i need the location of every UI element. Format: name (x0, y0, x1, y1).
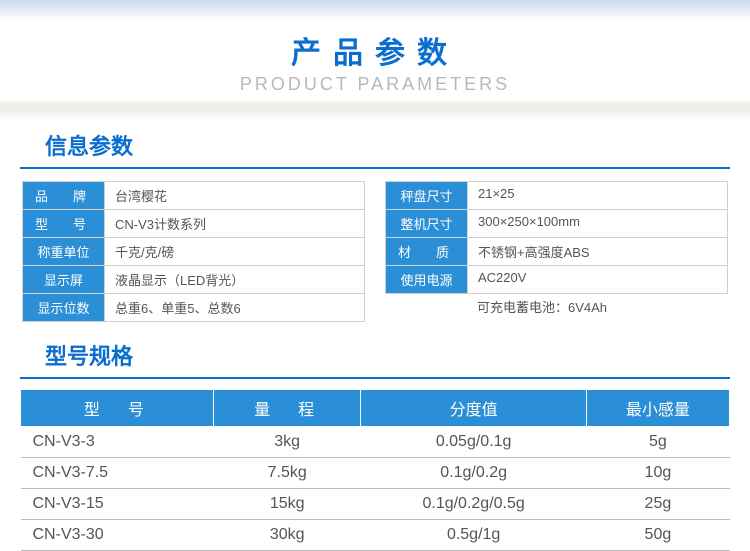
info-label: 显示屏 (23, 266, 105, 293)
spec-cell: 5g (586, 427, 729, 458)
info-value: 台湾樱花 (105, 182, 364, 209)
spec-row: CN-V3-33kg0.05g/0.1g5g (21, 427, 730, 458)
info-label: 材 质 (386, 238, 468, 265)
info-row: 可充电蓄电池：6V4Ah (385, 293, 728, 320)
info-row: 整机尺寸300×250×100mm (385, 209, 728, 238)
info-label: 显示位数 (23, 294, 105, 321)
info-value: CN-V3计数系列 (105, 210, 364, 237)
info-row: 显示屏液晶显示（LED背光） (22, 265, 365, 294)
spec-row: CN-V3-1515kg0.1g/0.2g/0.5g25g (21, 489, 730, 520)
section-title-info: 信息参数 (20, 119, 730, 169)
spec-cell: 3kg (213, 427, 361, 458)
spec-cell: CN-V3-3 (21, 427, 214, 458)
spec-cell: 10g (586, 458, 729, 489)
spec-cell: 50g (586, 520, 729, 551)
info-value: AC220V (468, 266, 727, 293)
spec-column-header: 最小感量 (586, 390, 729, 427)
spec-cell: 25g (586, 489, 729, 520)
spec-table-header-row: 型 号量 程分度值最小感量 (21, 390, 730, 427)
spec-column-header: 量 程 (213, 390, 361, 427)
info-label: 型 号 (23, 210, 105, 237)
sub-title: PRODUCT PARAMETERS (0, 74, 750, 95)
spec-cell: CN-V3-15 (21, 489, 214, 520)
info-label: 使用电源 (386, 266, 468, 293)
info-value: 可充电蓄电池：6V4Ah (385, 293, 728, 320)
spec-table: 型 号量 程分度值最小感量 CN-V3-33kg0.05g/0.1g5gCN-V… (20, 389, 730, 551)
info-label: 品 牌 (23, 182, 105, 209)
spec-cell: 30kg (213, 520, 361, 551)
top-gradient (0, 0, 750, 20)
info-row: 显示位数总重6、单重5、总数6 (22, 293, 365, 322)
info-column-left: 品 牌台湾樱花型 号CN-V3计数系列称重单位千克/克/磅显示屏液晶显示（LED… (22, 181, 365, 321)
info-label: 秤盘尺寸 (386, 182, 468, 209)
spec-cell: 0.5g/1g (361, 520, 586, 551)
info-value: 千克/克/磅 (105, 238, 364, 265)
info-row: 材 质不锈钢+高强度ABS (385, 237, 728, 266)
info-value: 不锈钢+高强度ABS (468, 238, 727, 265)
spec-row: CN-V3-3030kg0.5g/1g50g (21, 520, 730, 551)
spec-cell: 0.05g/0.1g (361, 427, 586, 458)
info-row: 品 牌台湾樱花 (22, 181, 365, 210)
spec-column-header: 分度值 (361, 390, 586, 427)
main-title: 产品参数 (0, 28, 750, 72)
spec-cell: 0.1g/0.2g/0.5g (361, 489, 586, 520)
spec-column-header: 型 号 (21, 390, 214, 427)
page-header: 产品参数 PRODUCT PARAMETERS (0, 20, 750, 97)
info-value: 液晶显示（LED背光） (105, 266, 364, 293)
info-row: 秤盘尺寸21×25 (385, 181, 728, 210)
info-column-right: 秤盘尺寸21×25整机尺寸300×250×100mm材 质不锈钢+高强度ABS使… (385, 181, 728, 321)
info-label: 整机尺寸 (386, 210, 468, 237)
decorative-divider (0, 101, 750, 119)
info-row: 称重单位千克/克/磅 (22, 237, 365, 266)
spec-cell: 0.1g/0.2g (361, 458, 586, 489)
spec-cell: 15kg (213, 489, 361, 520)
spec-cell: 7.5kg (213, 458, 361, 489)
info-row: 型 号CN-V3计数系列 (22, 209, 365, 238)
spec-cell: CN-V3-30 (21, 520, 214, 551)
spec-cell: CN-V3-7.5 (21, 458, 214, 489)
spec-row: CN-V3-7.57.5kg0.1g/0.2g10g (21, 458, 730, 489)
info-value: 总重6、单重5、总数6 (105, 294, 364, 321)
spec-table-body: CN-V3-33kg0.05g/0.1g5gCN-V3-7.57.5kg0.1g… (21, 427, 730, 551)
section-title-spec: 型号规格 (20, 329, 730, 379)
info-row: 使用电源AC220V (385, 265, 728, 294)
info-value: 300×250×100mm (468, 210, 727, 237)
info-parameters-grid: 品 牌台湾樱花型 号CN-V3计数系列称重单位千克/克/磅显示屏液晶显示（LED… (0, 169, 750, 329)
info-value: 21×25 (468, 182, 727, 209)
info-label: 称重单位 (23, 238, 105, 265)
